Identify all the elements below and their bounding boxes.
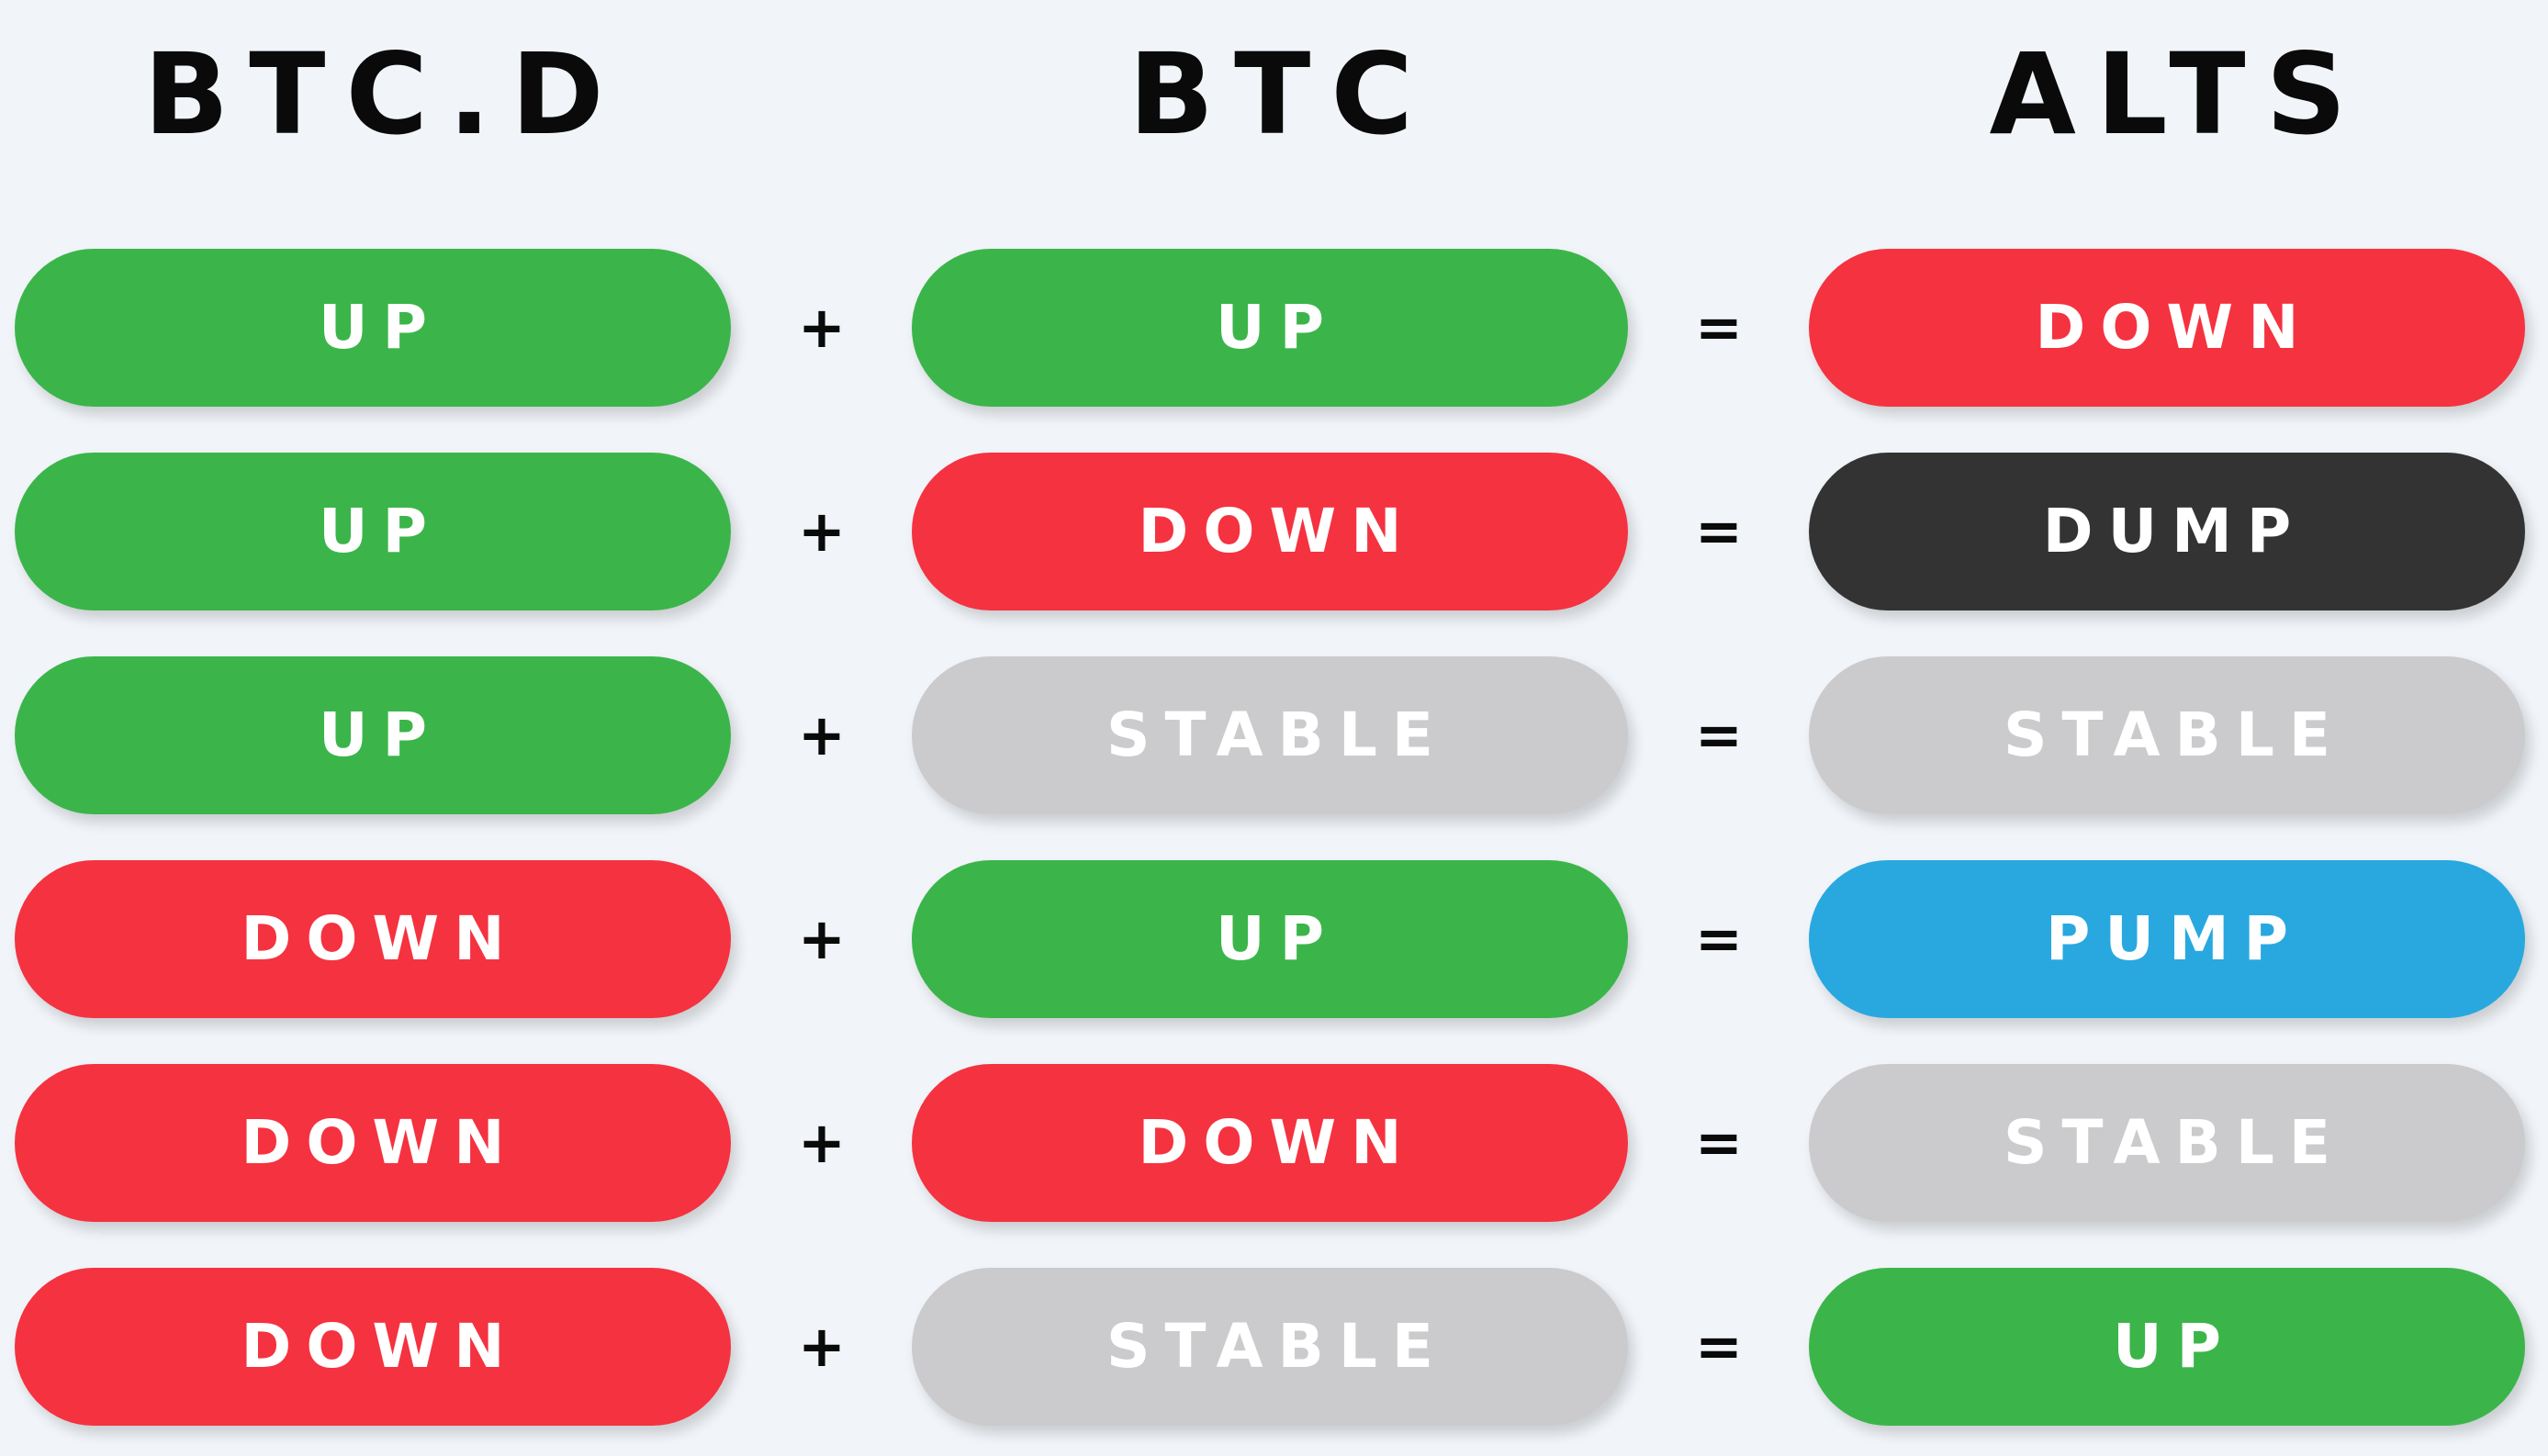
alts-pill-row-2: DUMP bbox=[1809, 453, 2525, 610]
alts-label-row-3: STABLE bbox=[2004, 700, 2345, 770]
plus-sign-row-4: + bbox=[798, 905, 846, 972]
btc-label-row-5: DOWN bbox=[1138, 1107, 1417, 1178]
btcd-label-row-1: UP bbox=[319, 292, 442, 363]
alts-label-row-4: PUMP bbox=[2045, 903, 2303, 974]
equals-sign-row-1: = bbox=[1695, 294, 1743, 361]
btcd-pill-row-1: UP bbox=[15, 249, 731, 407]
header-alts: ALTS bbox=[1989, 29, 2367, 160]
equals-sign-row-2: = bbox=[1695, 498, 1743, 565]
btcd-pill-row-2: UP bbox=[15, 453, 731, 610]
btc-label-row-4: UP bbox=[1216, 903, 1339, 974]
btcd-label-row-2: UP bbox=[319, 496, 442, 566]
alts-label-row-1: DOWN bbox=[2035, 292, 2314, 363]
btcd-label-row-3: UP bbox=[319, 700, 442, 770]
btcd-pill-row-3: UP bbox=[15, 656, 731, 814]
equals-sign-row-5: = bbox=[1695, 1109, 1743, 1176]
plus-sign-row-5: + bbox=[798, 1109, 846, 1176]
btcd-pill-row-4: DOWN bbox=[15, 860, 731, 1018]
alts-label-row-6: UP bbox=[2113, 1311, 2236, 1382]
btc-pill-row-1: UP bbox=[912, 249, 1628, 407]
btc-label-row-2: DOWN bbox=[1138, 496, 1417, 566]
alts-pill-row-3: STABLE bbox=[1809, 656, 2525, 814]
alts-pill-row-4: PUMP bbox=[1809, 860, 2525, 1018]
btc-pill-row-2: DOWN bbox=[912, 453, 1628, 610]
btc-pill-row-3: STABLE bbox=[912, 656, 1628, 814]
equals-sign-row-6: = bbox=[1695, 1313, 1743, 1380]
plus-sign-row-2: + bbox=[798, 498, 846, 565]
btcd-pill-row-6: DOWN bbox=[15, 1268, 731, 1426]
alts-label-row-5: STABLE bbox=[2004, 1107, 2345, 1178]
header-btc-dominance: BTC.D bbox=[143, 29, 624, 160]
btc-pill-row-4: UP bbox=[912, 860, 1628, 1018]
plus-sign-row-6: + bbox=[798, 1313, 846, 1380]
btcd-pill-row-5: DOWN bbox=[15, 1064, 731, 1222]
btc-label-row-1: UP bbox=[1216, 292, 1339, 363]
equals-sign-row-4: = bbox=[1695, 905, 1743, 972]
alts-pill-row-1: DOWN bbox=[1809, 249, 2525, 407]
btc-label-row-6: STABLE bbox=[1106, 1311, 1448, 1382]
alts-pill-row-5: STABLE bbox=[1809, 1064, 2525, 1222]
btc-label-row-3: STABLE bbox=[1106, 700, 1448, 770]
alts-pill-row-6: UP bbox=[1809, 1268, 2525, 1426]
btcd-label-row-5: DOWN bbox=[241, 1107, 520, 1178]
plus-sign-row-1: + bbox=[798, 294, 846, 361]
alts-label-row-2: DUMP bbox=[2042, 496, 2307, 566]
btc-pill-row-6: STABLE bbox=[912, 1268, 1628, 1426]
btcd-label-row-6: DOWN bbox=[241, 1311, 520, 1382]
plus-sign-row-3: + bbox=[798, 701, 846, 768]
equals-sign-row-3: = bbox=[1695, 701, 1743, 768]
btcd-label-row-4: DOWN bbox=[241, 903, 520, 974]
header-btc: BTC bbox=[1128, 29, 1433, 160]
btc-pill-row-5: DOWN bbox=[912, 1064, 1628, 1222]
